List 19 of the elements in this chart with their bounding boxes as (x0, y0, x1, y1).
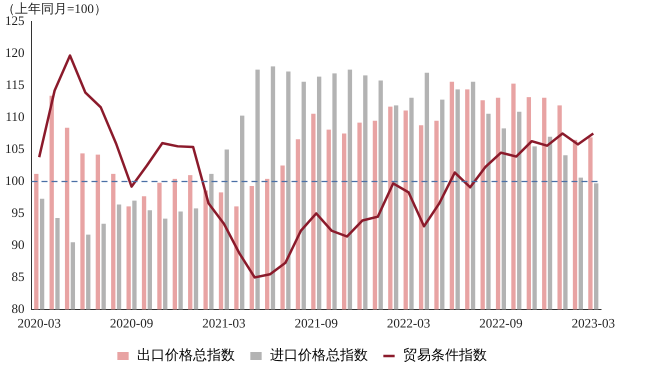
y-tick-label: 110 (5, 108, 24, 124)
legend-label: 出口价格总指数 (137, 348, 235, 364)
x-tick-label: 2020-03 (18, 316, 61, 331)
x-tick-label: 2021-03 (202, 316, 246, 331)
x-tick-label: 2022-03 (386, 316, 430, 331)
y-tick-label: 120 (5, 45, 24, 60)
x-tick-label: 2021-09 (294, 316, 338, 331)
y-tick-label: 90 (12, 236, 24, 252)
x-tick-label: 2023-03 (572, 316, 615, 331)
legend-label: 贸易条件指数 (403, 348, 487, 364)
y-tick-label: 115 (5, 76, 24, 92)
x-tick-label: 2020-09 (110, 316, 154, 331)
y-tick-label: 95 (12, 204, 24, 220)
y-tick-label: 100 (5, 172, 24, 188)
y-tick-label: 105 (5, 140, 24, 156)
y-tick-label: 80 (12, 300, 24, 316)
y-tick-label: 85 (12, 268, 24, 284)
legend-label: 进口价格总指数 (270, 348, 368, 364)
x-tick-label: 2022-09 (479, 316, 523, 331)
